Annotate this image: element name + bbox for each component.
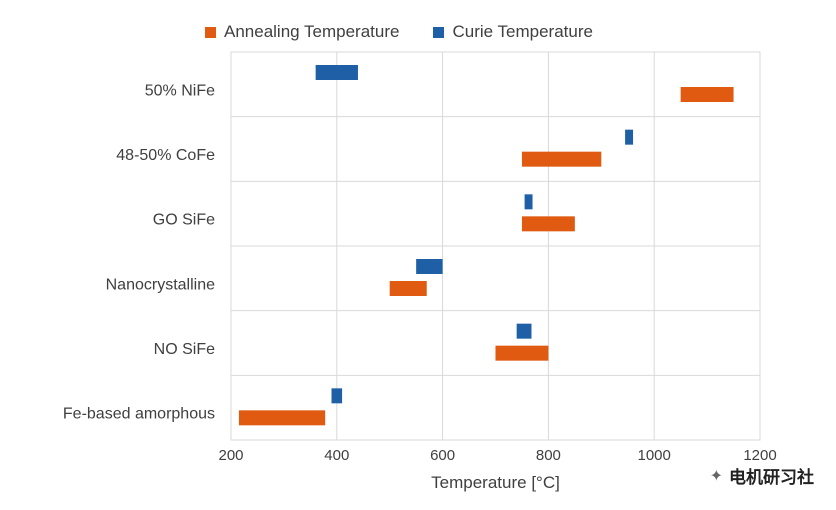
x-tick-label: 600 [430, 447, 455, 464]
x-tick-label: 1000 [638, 447, 671, 464]
annealing-bar [521, 216, 575, 232]
legend-swatch-curie [433, 26, 445, 38]
legend-item-annealing: Annealing Temperature [205, 22, 399, 42]
category-label: 48-50% CoFe [116, 147, 215, 164]
annealing-bar [238, 410, 326, 426]
legend-label-annealing: Annealing Temperature [224, 22, 400, 41]
annealing-bar [495, 345, 549, 361]
annealing-bar [521, 151, 602, 167]
annealing-bar [680, 87, 734, 102]
wechat-icon: ✦ [709, 467, 723, 485]
category-label: Nanocrystalline [106, 276, 215, 293]
category-label: GO SiFe [153, 212, 215, 229]
x-tick-label: 200 [218, 447, 243, 464]
x-tick-label: 800 [536, 447, 561, 464]
curie-bar [516, 323, 532, 339]
category-label: Fe-based amorphous [63, 406, 215, 423]
category-label: NO SiFe [154, 341, 215, 358]
curie-bar [416, 259, 443, 274]
curie-bar [625, 129, 634, 145]
watermark-text: 电机研习社 [729, 468, 814, 487]
x-tick-label: 1200 [743, 447, 776, 464]
x-axis-label: Temperature [°C] [431, 473, 560, 492]
annealing-bar [389, 281, 427, 296]
legend-label-curie: Curie Temperature [452, 22, 593, 41]
legend-swatch-annealing [205, 26, 216, 38]
curie-bar [524, 194, 533, 210]
legend: Annealing Temperature Curie Temperature [205, 22, 593, 42]
legend-item-curie: Curie Temperature [433, 22, 593, 42]
watermark: ✦ 电机研习社 [710, 463, 814, 488]
x-tick-label: 400 [324, 447, 349, 464]
curie-bar [331, 388, 343, 404]
curie-bar [315, 65, 358, 80]
category-label: 50% NiFe [145, 82, 215, 99]
